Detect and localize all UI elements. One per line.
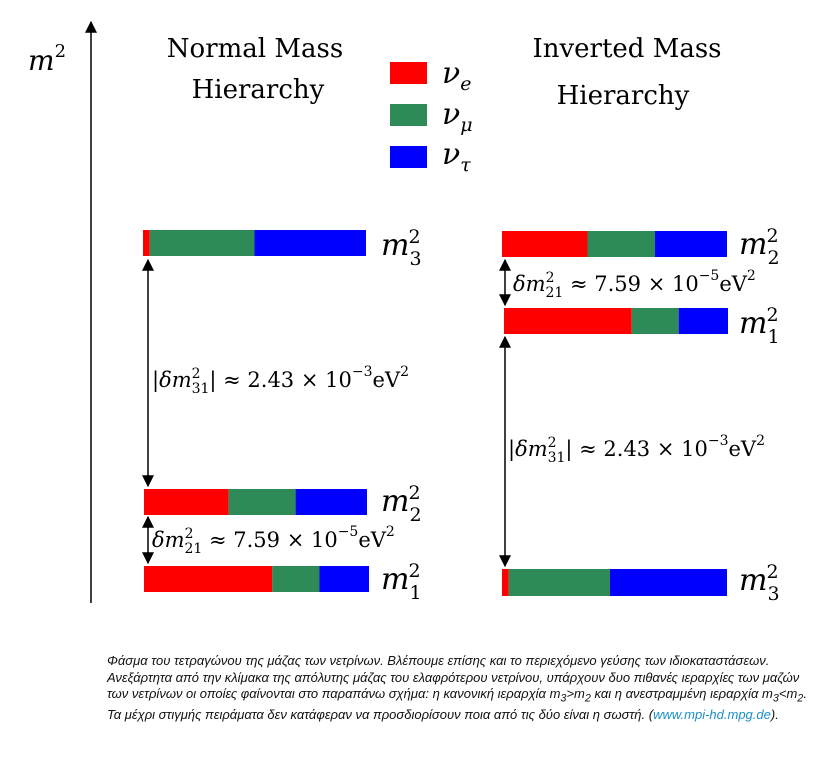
- inverted-label-m2: m2 2: [739, 225, 780, 269]
- normal-level-m3: [143, 230, 366, 256]
- normal-m1-tau-segment: [319, 566, 369, 592]
- inverted-title-line2: Hierarchy: [557, 81, 690, 111]
- inverted-m3-mu-segment: [508, 569, 611, 596]
- normal-m2-mu-segment: [228, 489, 296, 515]
- inverted-level-m3: [502, 569, 727, 596]
- normal-m1-e-segment: [144, 566, 273, 592]
- inverted-title-line1: Inverted Mass: [532, 34, 721, 64]
- inverted-level-m1: [504, 308, 728, 334]
- normal-m3-tau-segment: [254, 230, 366, 256]
- normal-m2-tau-segment: [295, 489, 367, 515]
- inverted-gap21-label: δm2 21 ≈ 7.59 × 10−5eV2: [513, 268, 756, 301]
- normal-m1-mu-segment: [272, 566, 320, 592]
- normal-level-m2: [144, 489, 367, 515]
- source-link[interactable]: www.mpi-hd.mpg.de: [653, 707, 771, 723]
- normal-label-m3: m2 3: [381, 226, 422, 270]
- legend-swatch-nu-tau: [390, 146, 427, 168]
- legend-label-nu-tau: ντ: [442, 137, 471, 176]
- inverted-m2-mu-segment: [587, 231, 655, 257]
- inverted-m1-tau-segment: [678, 308, 728, 334]
- figure-caption: Φάσμα του τετραγώνου της μάζας των νετρί…: [107, 653, 807, 723]
- inverted-m2-tau-segment: [655, 231, 727, 257]
- normal-m2-e-segment: [144, 489, 229, 515]
- legend-swatch-nu-e: [390, 62, 427, 84]
- normal-title-line1: Normal Mass: [167, 34, 343, 64]
- inverted-m3-e-segment: [502, 569, 509, 596]
- inverted-label-m3: m2 3: [739, 561, 780, 605]
- normal-title-line2: Hierarchy: [192, 75, 325, 105]
- inverted-m3-tau-segment: [610, 569, 727, 596]
- inverted-gap31-label: |δm2 31| ≈ 2.43 × 10−3eV2: [508, 433, 765, 466]
- legend-swatch-nu-mu: [390, 104, 427, 126]
- normal-m3-mu-segment: [149, 230, 255, 256]
- inverted-m1-mu-segment: [631, 308, 679, 334]
- inverted-m1-e-segment: [504, 308, 632, 334]
- normal-m3-e-segment: [143, 230, 150, 256]
- normal-label-m2: m2 2: [381, 482, 422, 526]
- legend: νe νμ ντ: [390, 56, 473, 176]
- inverted-m2-e-segment: [502, 231, 588, 257]
- caption-text: Φάσμα του τετραγώνου της μάζας των νετρί…: [107, 653, 800, 701]
- normal-level-m1: [144, 566, 369, 592]
- legend-label-nu-e: νe: [442, 56, 472, 95]
- legend-label-nu-mu: νμ: [442, 97, 473, 136]
- normal-label-m1: m2 1: [381, 560, 422, 604]
- axis-label: m2: [28, 41, 66, 77]
- inverted-label-m1: m2 1: [739, 304, 780, 348]
- normal-gap31-label: |δm2 31| ≈ 2.43 × 10−3eV2: [152, 364, 409, 397]
- inverted-level-m2: [502, 231, 727, 257]
- normal-gap21-label: δm2 21 ≈ 7.59 × 10−5eV2: [152, 524, 395, 557]
